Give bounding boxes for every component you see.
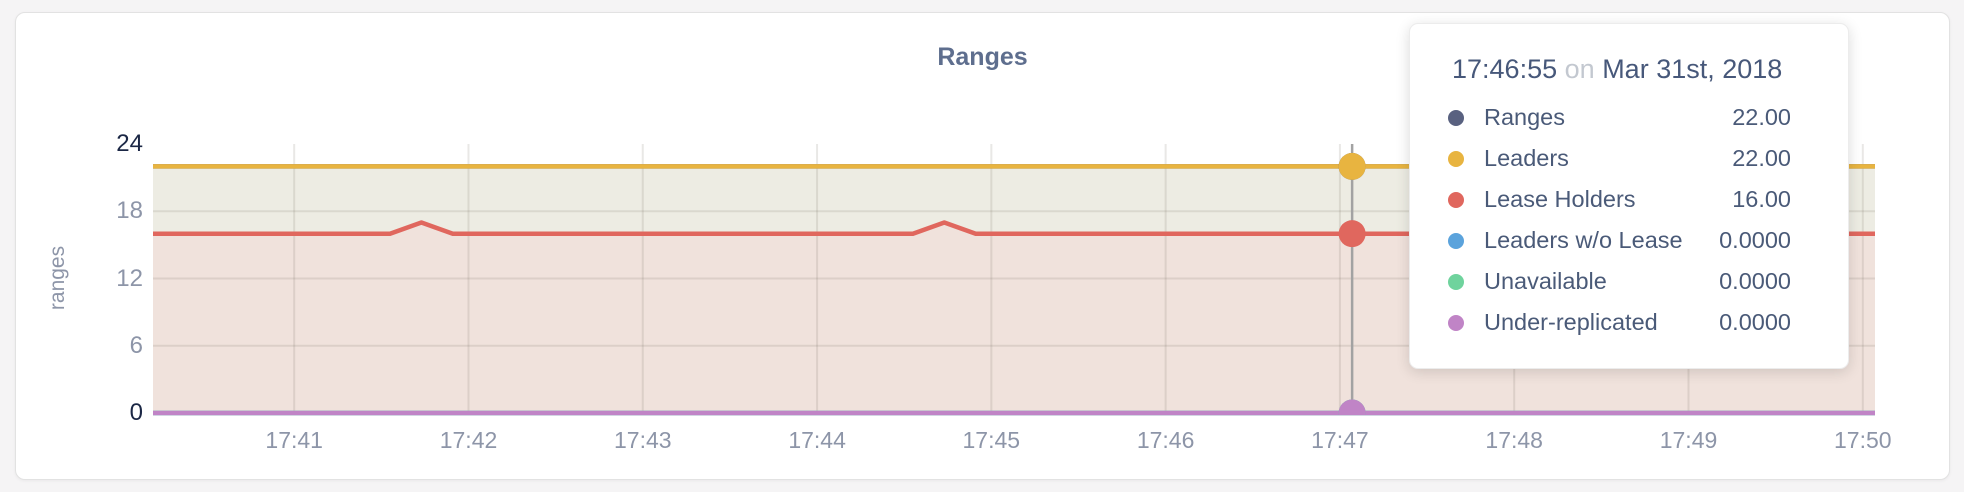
y-tick-label: 6 bbox=[129, 331, 143, 359]
legend-label: Under-replicated bbox=[1484, 309, 1658, 335]
legend-label: Unavailable bbox=[1484, 268, 1607, 294]
legend-label: Lease Holders bbox=[1484, 186, 1636, 212]
y-tick-label: 12 bbox=[116, 264, 143, 292]
tooltip-row: Leaders w/o Lease 0.0000 bbox=[1448, 220, 1791, 261]
tooltip-row: Leaders 22.00 bbox=[1448, 138, 1791, 179]
hover-marker-under-replicated bbox=[1338, 399, 1366, 415]
legend-value: 16.00 bbox=[1732, 186, 1791, 212]
legend-value: 0.0000 bbox=[1719, 309, 1791, 335]
tooltip-timestamp: 17:46:55 on Mar 31st, 2018 bbox=[1452, 54, 1791, 85]
legend-value: 0.0000 bbox=[1719, 268, 1791, 294]
legend-label: Leaders bbox=[1484, 145, 1569, 171]
hover-markers bbox=[1338, 152, 1366, 415]
x-tick-label: 17:44 bbox=[788, 427, 846, 453]
x-tick-label: 17:50 bbox=[1834, 427, 1892, 453]
legend-label: Ranges bbox=[1484, 104, 1565, 130]
tooltip-preposition: on bbox=[1564, 54, 1595, 84]
legend-dot-icon bbox=[1448, 232, 1464, 249]
legend-dot-icon bbox=[1448, 150, 1464, 167]
x-tick-label: 17:48 bbox=[1485, 427, 1543, 453]
x-tick-label: 17:42 bbox=[439, 427, 498, 453]
tooltip-row: Ranges 22.00 bbox=[1448, 97, 1791, 138]
legend-dot-icon bbox=[1448, 314, 1464, 331]
tooltip-row: Lease Holders 16.00 bbox=[1448, 179, 1791, 220]
legend-dot-icon bbox=[1448, 191, 1464, 208]
legend-value: 0.0000 bbox=[1719, 227, 1791, 253]
series-line-lease-holders bbox=[153, 220, 1875, 236]
x-tick-label: 17:46 bbox=[1136, 427, 1195, 453]
legend-value: 22.00 bbox=[1732, 104, 1791, 130]
x-tick-label: 17:47 bbox=[1311, 427, 1369, 453]
legend-dot-icon bbox=[1448, 273, 1464, 290]
tooltip-legend: Ranges 22.00 Leaders 22.00 Lease Holders 16.0… bbox=[1448, 97, 1791, 343]
legend-dot-icon bbox=[1448, 109, 1464, 126]
hover-marker-leaders bbox=[1338, 152, 1366, 180]
tooltip-row: Unavailable 0.0000 bbox=[1448, 261, 1791, 302]
y-tick-label: 18 bbox=[116, 197, 143, 225]
hover-marker-lease-holders bbox=[1338, 220, 1366, 248]
x-tick-label: 17:45 bbox=[962, 427, 1021, 453]
y-tick-label: 0 bbox=[129, 399, 143, 426]
x-tick-label: 17:49 bbox=[1659, 427, 1718, 453]
y-tick-label: 24 bbox=[116, 130, 143, 157]
tooltip-row: Under-replicated 0.0000 bbox=[1448, 302, 1791, 343]
tooltip-date: Mar 31st, 2018 bbox=[1602, 54, 1783, 84]
x-tick-label: 17:41 bbox=[265, 427, 323, 453]
chart-panel: Ranges ranges 17:41 17:42 17:43 17:44 17:45 1… bbox=[15, 12, 1950, 480]
hover-tooltip: 17:46:55 on Mar 31st, 2018 Ranges 22.00 Le… bbox=[1409, 23, 1849, 369]
x-tick-label: 17:43 bbox=[614, 427, 672, 453]
chart-title: Ranges bbox=[937, 43, 1028, 71]
legend-label: Leaders w/o Lease bbox=[1484, 227, 1683, 253]
tooltip-time: 17:46:55 bbox=[1452, 54, 1558, 84]
legend-value: 22.00 bbox=[1732, 145, 1791, 171]
